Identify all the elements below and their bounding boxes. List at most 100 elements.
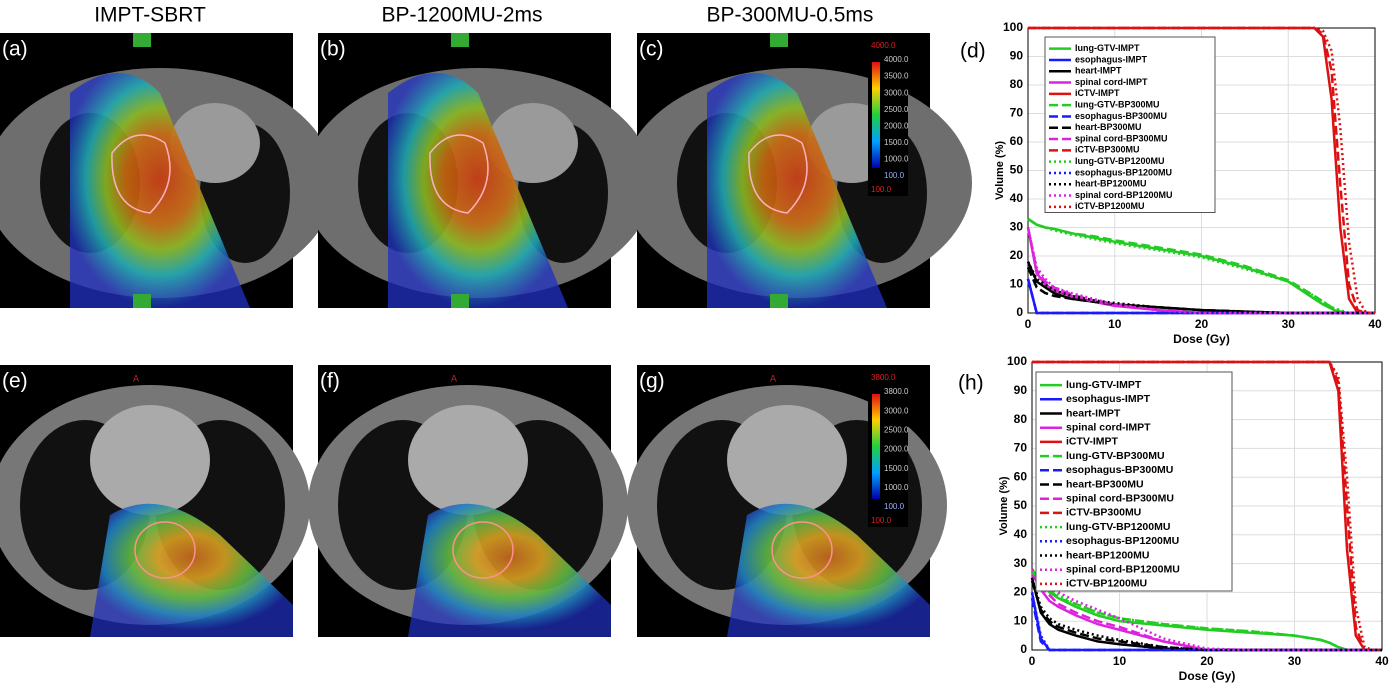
legend-label: iCTV-IMPT bbox=[1075, 88, 1120, 98]
dvh-line bbox=[1031, 568, 1382, 652]
legend-label: spinal cord-BP1200MU bbox=[1066, 563, 1180, 575]
colorbar-label: 4000.0 bbox=[884, 55, 909, 64]
colorbar-label: 100.0 bbox=[884, 502, 905, 511]
legend-label: lung-GTV-BP1200MU bbox=[1066, 521, 1170, 533]
dvh-line bbox=[1026, 278, 1375, 315]
x-tick-label: 30 bbox=[1288, 654, 1302, 668]
column-title: BP-1200MU-2ms bbox=[381, 4, 542, 27]
y-tick-label: 0 bbox=[1016, 305, 1023, 319]
legend-label: lung-GTV-BP1200MU bbox=[1075, 156, 1165, 166]
x-tick-label: 40 bbox=[1375, 654, 1389, 668]
legend-label: heart-BP300MU bbox=[1066, 478, 1144, 490]
beam-marker bbox=[133, 33, 151, 47]
y-tick-label: 70 bbox=[1014, 441, 1028, 455]
x-axis-label: Dose (Gy) bbox=[1173, 332, 1230, 346]
dvh-line bbox=[1026, 227, 1375, 315]
colorbar-label: 2000.0 bbox=[884, 445, 909, 454]
legend-label: esophagus-IMPT bbox=[1066, 393, 1151, 405]
target-contour bbox=[748, 134, 808, 214]
ct-heart bbox=[727, 405, 847, 515]
legend-label: iCTV-BP1200MU bbox=[1066, 578, 1147, 590]
y-tick-label: 100 bbox=[1003, 20, 1023, 34]
dvh-line bbox=[1030, 597, 1382, 652]
x-tick-label: 10 bbox=[1108, 317, 1122, 331]
panel-label: (g) bbox=[639, 370, 665, 393]
y-tick-label: 90 bbox=[1014, 383, 1028, 397]
ct-heart bbox=[170, 103, 260, 183]
colorbar bbox=[872, 62, 880, 168]
target-contour bbox=[111, 134, 171, 214]
x-axis-label: Dose (Gy) bbox=[1179, 669, 1236, 683]
dvh-line bbox=[1030, 577, 1382, 652]
legend-frame bbox=[1035, 371, 1233, 592]
dvh-line bbox=[1028, 26, 1375, 315]
dose-wash bbox=[707, 73, 887, 308]
y-tick-label: 10 bbox=[1014, 613, 1028, 627]
panel-label: (a) bbox=[2, 38, 28, 61]
x-tick-label: 20 bbox=[1200, 654, 1214, 668]
y-tick-label: 40 bbox=[1010, 191, 1024, 205]
y-tick-label: 80 bbox=[1010, 77, 1024, 91]
y-tick-label: 60 bbox=[1014, 469, 1028, 483]
colorbar-label: 2500.0 bbox=[884, 105, 909, 114]
ct-heart bbox=[90, 405, 210, 515]
legend-label: lung-GTV-IMPT bbox=[1075, 43, 1140, 53]
y-tick-label: 10 bbox=[1010, 277, 1024, 291]
legend-label: iCTV-BP300MU bbox=[1075, 145, 1140, 155]
x-tick-label: 10 bbox=[1113, 654, 1127, 668]
beam-marker bbox=[770, 33, 788, 47]
legend-label: heart-IMPT bbox=[1075, 66, 1122, 76]
legend-label: iCTV-IMPT bbox=[1066, 436, 1119, 448]
y-tick-label: 100 bbox=[1007, 354, 1027, 368]
legend-label: heart-BP1200MU bbox=[1075, 179, 1147, 189]
colorbar-label: 3500.0 bbox=[884, 72, 909, 81]
panel-label: (e) bbox=[2, 370, 28, 393]
x-tick-label: 40 bbox=[1368, 317, 1382, 331]
legend-label: esophagus-BP300MU bbox=[1066, 464, 1173, 476]
ct-heart bbox=[488, 103, 578, 183]
y-tick-label: 20 bbox=[1014, 585, 1028, 599]
y-tick-label: 60 bbox=[1010, 134, 1024, 148]
colorbar-label: 1500.0 bbox=[884, 138, 909, 147]
column-title: IMPT-SBRT bbox=[94, 4, 206, 27]
colorbar bbox=[872, 394, 880, 499]
x-tick-label: 0 bbox=[1025, 317, 1032, 331]
legend-frame bbox=[1044, 36, 1216, 213]
legend-label: heart-BP300MU bbox=[1075, 122, 1142, 132]
y-tick-label: 30 bbox=[1010, 220, 1024, 234]
panel-label: (c) bbox=[639, 38, 664, 61]
y-tick-label: 20 bbox=[1010, 248, 1024, 262]
legend-label: lung-GTV-BP300MU bbox=[1075, 100, 1160, 110]
y-axis-label: Volume (%) bbox=[998, 476, 1010, 535]
colorbar-label: 100.0 bbox=[871, 185, 892, 194]
dose-wash bbox=[90, 503, 293, 637]
legend-label: esophagus-BP1200MU bbox=[1066, 535, 1179, 547]
orientation-marker: A bbox=[770, 373, 776, 383]
y-tick-label: 40 bbox=[1014, 527, 1028, 541]
legend-label: spinal cord-BP300MU bbox=[1066, 492, 1174, 504]
legend-label: lung-GTV-IMPT bbox=[1066, 379, 1142, 391]
target-contour bbox=[452, 521, 514, 579]
panel-label: (b) bbox=[320, 38, 346, 61]
legend-label: esophagus-BP300MU bbox=[1075, 111, 1167, 121]
legend-label: heart-BP1200MU bbox=[1066, 549, 1149, 561]
colorbar-label: 3000.0 bbox=[884, 406, 909, 415]
legend-label: heart-IMPT bbox=[1066, 407, 1121, 419]
target-contour bbox=[134, 521, 196, 579]
beam-marker bbox=[451, 33, 469, 47]
panel-label: (d) bbox=[960, 40, 986, 63]
y-axis-label: Volume (%) bbox=[994, 141, 1006, 200]
dose-wash bbox=[388, 73, 568, 308]
x-tick-label: 0 bbox=[1029, 654, 1036, 668]
beam-marker bbox=[770, 294, 788, 308]
dose-wash bbox=[408, 503, 611, 637]
colorbar-label: 3800.0 bbox=[884, 387, 909, 396]
dose-wash bbox=[727, 503, 930, 637]
legend-label: spinal cord-IMPT bbox=[1066, 421, 1151, 433]
colorbar-label: 1500.0 bbox=[884, 464, 909, 473]
colorbar-label: 3000.0 bbox=[884, 88, 909, 97]
colorbar-label: 2000.0 bbox=[884, 121, 909, 130]
panel-label: (f) bbox=[320, 370, 340, 393]
colorbar-label: 3800.0 bbox=[871, 373, 896, 382]
